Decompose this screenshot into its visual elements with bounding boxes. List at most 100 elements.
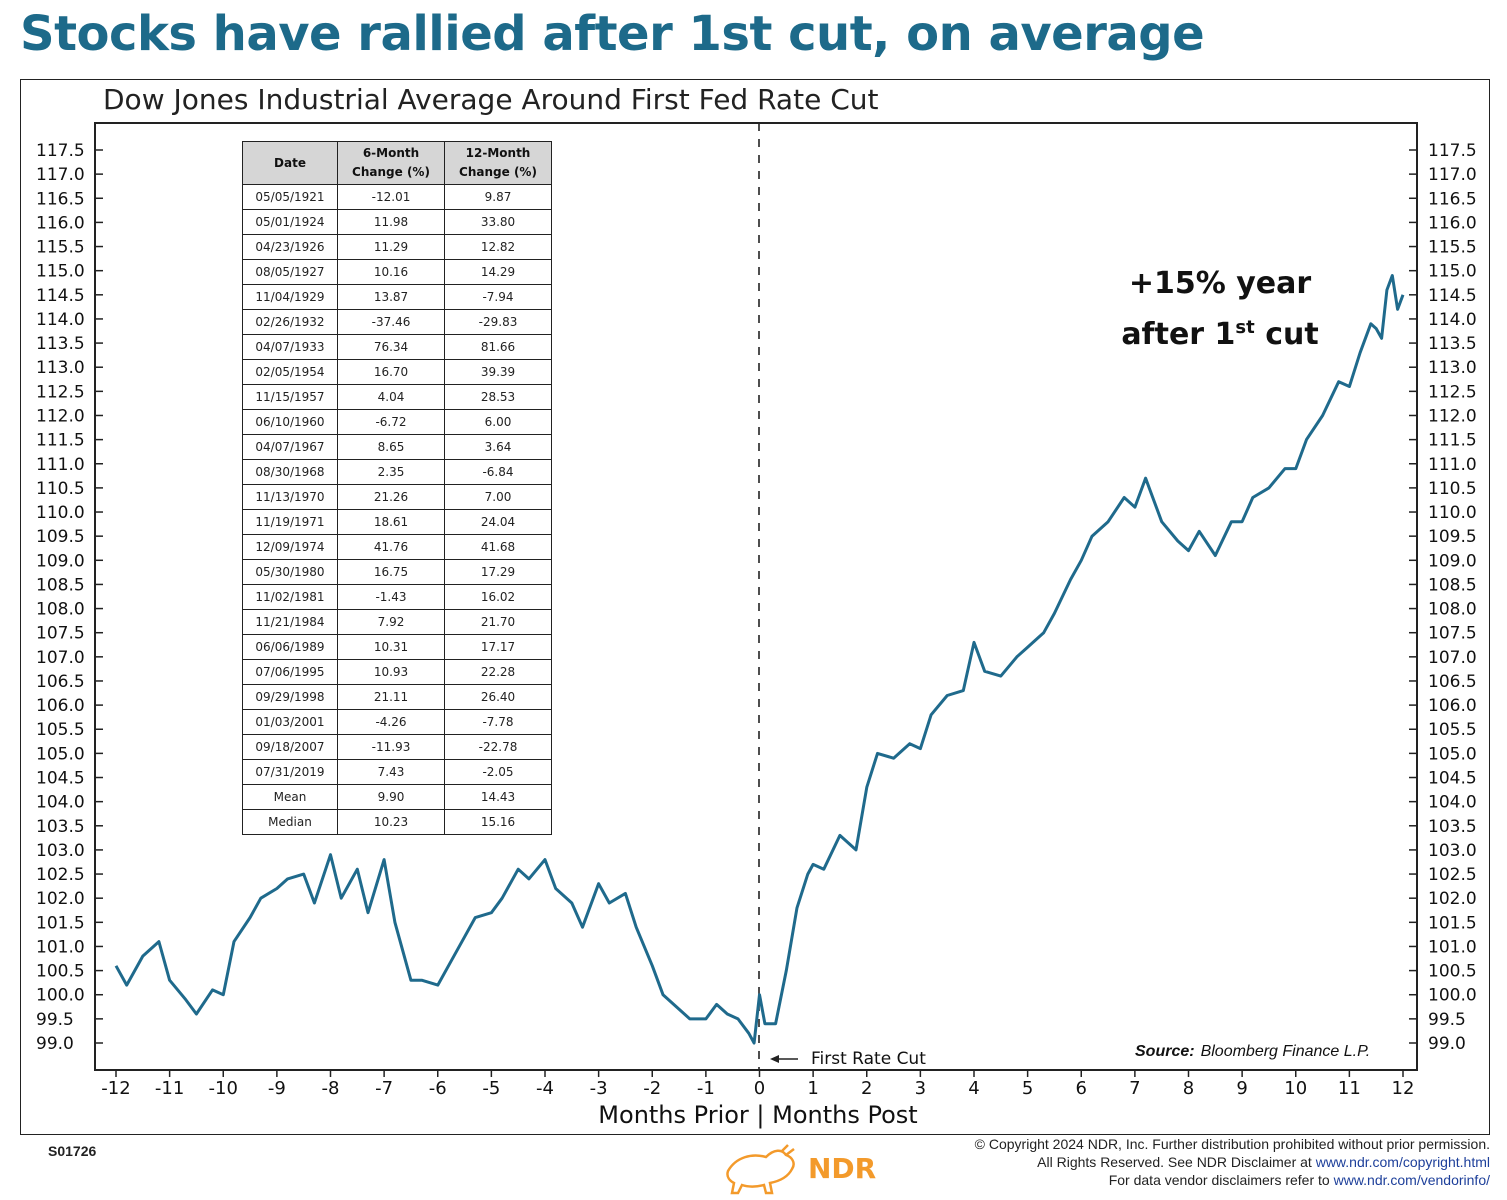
y-tick-label-right: 107.5 (1428, 624, 1477, 644)
y-tick-label-right: 116.0 (1428, 213, 1477, 233)
y-axis-left: 117.5 117.0 116.5 116.0 115.5 115.0 114.5 114.0… (36, 141, 103, 1054)
table-body: 05/05/1921 -12.01 9.87 05/01/1924 11.98 33.80… (242, 184, 552, 835)
y-tick-label-right: 105.5 (1428, 720, 1477, 740)
y-tick-label-right: 111.5 (1428, 431, 1477, 451)
y-tick-label-right: 106.5 (1428, 672, 1477, 692)
y-tick-label-right: 114.5 (1428, 286, 1477, 306)
y-tick-label-left: 112.5 (36, 382, 85, 402)
y-tick-label-left: 107.0 (36, 648, 85, 668)
table-row: 06/10/1960 -6.72 6.00 (242, 409, 552, 435)
cell-twelve-month: -6.84 (444, 459, 552, 485)
cell-six-month: 16.70 (337, 359, 445, 385)
cell-twelve-month: 33.80 (444, 209, 552, 235)
header-6-month: 6-Month Change (%) (337, 141, 445, 185)
cell-twelve-month: 14.29 (444, 259, 552, 285)
x-tick-label: -3 (590, 1078, 608, 1099)
cell-date: 05/01/1924 (242, 209, 338, 235)
x-tick-label: -5 (482, 1078, 500, 1099)
cell-twelve-month: 7.00 (444, 484, 552, 510)
vendor-link[interactable]: www.ndr.com/vendorinfo/ (1333, 1172, 1490, 1188)
table-row: 07/06/1995 10.93 22.28 (242, 659, 552, 685)
y-tick-label-left: 108.5 (36, 575, 85, 595)
cell-six-month: 10.23 (337, 809, 445, 835)
y-tick-label-left: 104.0 (36, 793, 85, 813)
y-tick-label-right: 105.0 (1428, 744, 1477, 764)
y-tick-label-left: 108.0 (36, 600, 85, 620)
copyright-link[interactable]: www.ndr.com/copyright.html (1315, 1154, 1490, 1170)
cell-twelve-month: 81.66 (444, 334, 552, 360)
table-row: 07/31/2019 7.43 -2.05 (242, 759, 552, 785)
y-tick-label-right: 100.0 (1428, 986, 1477, 1006)
chart-frame (20, 79, 1490, 1135)
table-header-row: Date 6-Month Change (%) 12-Month Change (%… (242, 141, 552, 185)
cell-twelve-month: 9.87 (444, 184, 552, 210)
table-row: 09/18/2007 -11.93 -22.78 (242, 734, 552, 760)
y-tick-label-right: 116.5 (1428, 189, 1477, 209)
y-tick-label-left: 112.0 (36, 406, 85, 426)
annotation-15pct: +15% year after 1st cut (1100, 262, 1340, 357)
y-tick-label-right: 108.5 (1428, 575, 1477, 595)
chart-code: S01726 (48, 1143, 97, 1159)
cell-twelve-month: -29.83 (444, 309, 552, 335)
x-tick-label: -12 (101, 1078, 130, 1099)
cell-date: 11/15/1957 (242, 384, 338, 410)
cell-date: 12/09/1974 (242, 534, 338, 560)
y-tick-label-left: 107.5 (36, 624, 85, 644)
x-axis-label: Months Prior | Months Post (598, 1101, 917, 1129)
y-tick-label-left: 105.0 (36, 744, 85, 764)
cell-six-month: 10.31 (337, 634, 445, 660)
x-tick-label: 3 (915, 1078, 926, 1099)
y-tick-label-left: 116.0 (36, 213, 85, 233)
first-cut-arrow (770, 1055, 798, 1063)
cell-six-month: 13.87 (337, 284, 445, 310)
cell-date: 11/21/1984 (242, 609, 338, 635)
cell-twelve-month: -7.94 (444, 284, 552, 310)
cell-six-month: 9.90 (337, 784, 445, 810)
cell-six-month: -12.01 (337, 184, 445, 210)
cell-twelve-month: 22.28 (444, 659, 552, 685)
table-row: 11/21/1984 7.92 21.70 (242, 609, 552, 635)
y-tick-label-right: 103.0 (1428, 841, 1477, 861)
table-row: 04/07/1967 8.65 3.64 (242, 434, 552, 460)
x-tick-label: 9 (1236, 1078, 1247, 1099)
y-tick-label-left: 106.5 (36, 672, 85, 692)
cell-date: 05/05/1921 (242, 184, 338, 210)
cell-date: 04/07/1933 (242, 334, 338, 360)
cell-twelve-month: 17.29 (444, 559, 552, 585)
y-tick-label-right: 101.5 (1428, 913, 1477, 933)
y-tick-label-right: 112.0 (1428, 406, 1477, 426)
table-row: 11/15/1957 4.04 28.53 (242, 384, 552, 410)
cell-date: 02/26/1932 (242, 309, 338, 335)
x-tick-label: 5 (1022, 1078, 1033, 1099)
cell-date: 08/30/1968 (242, 459, 338, 485)
y-tick-label-right: 115.0 (1428, 262, 1477, 282)
cell-twelve-month: 14.43 (444, 784, 552, 810)
copyright-line3: For data vendor disclaimers refer to www… (1108, 1172, 1490, 1188)
y-tick-label-right: 117.0 (1428, 165, 1477, 185)
x-tick-label: -9 (268, 1078, 286, 1099)
y-tick-label-right: 106.0 (1428, 696, 1477, 716)
y-tick-label-left: 117.5 (36, 141, 85, 161)
cell-six-month: -4.26 (337, 709, 445, 735)
y-tick-label-left: 110.0 (36, 503, 85, 523)
x-tick-label: -6 (429, 1078, 447, 1099)
x-tick-label: -8 (322, 1078, 340, 1099)
y-tick-label-right: 109.5 (1428, 527, 1477, 547)
cell-date: 07/31/2019 (242, 759, 338, 785)
cell-six-month: 21.26 (337, 484, 445, 510)
cell-date: 09/29/1998 (242, 684, 338, 710)
table-row: 08/05/1927 10.16 14.29 (242, 259, 552, 285)
y-tick-label-left: 101.5 (36, 913, 85, 933)
x-tick-label: 2 (861, 1078, 872, 1099)
y-tick-label-right: 102.0 (1428, 889, 1477, 909)
x-tick-label: 0 (754, 1078, 765, 1099)
cell-twelve-month: 16.02 (444, 584, 552, 610)
cell-six-month: 10.93 (337, 659, 445, 685)
cell-six-month: 8.65 (337, 434, 445, 460)
table-row: 11/02/1981 -1.43 16.02 (242, 584, 552, 610)
table-row: Median 10.23 15.16 (242, 809, 552, 835)
x-tick-label: 7 (1129, 1078, 1140, 1099)
cell-twelve-month: 6.00 (444, 409, 552, 435)
y-tick-label-right: 114.0 (1428, 310, 1477, 330)
cell-date: 11/02/1981 (242, 584, 338, 610)
